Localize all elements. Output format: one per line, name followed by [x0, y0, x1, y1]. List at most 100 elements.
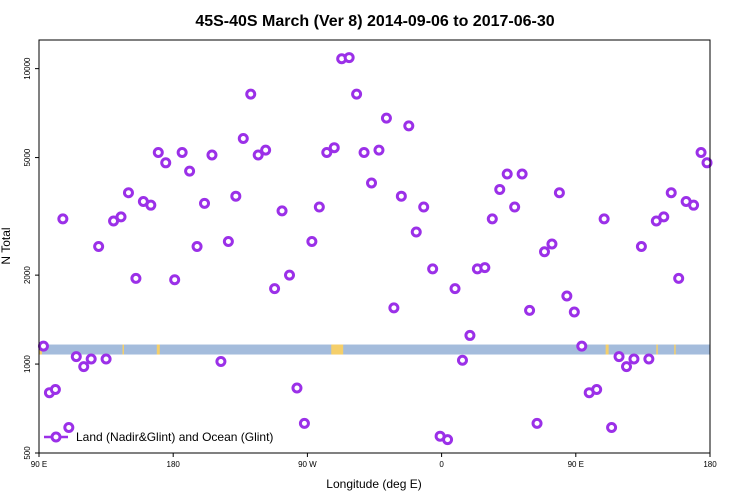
land-ocean-band	[39, 344, 710, 355]
data-point	[456, 354, 468, 366]
data-point	[464, 329, 476, 341]
y-axis: 500 1000 2000 5000 10000	[23, 57, 39, 460]
data-point	[479, 262, 491, 274]
data-point	[343, 52, 355, 64]
data-point	[561, 290, 573, 302]
data-point	[388, 302, 400, 314]
land-segment	[674, 344, 676, 355]
data-point	[260, 144, 272, 156]
data-point	[145, 199, 157, 211]
data-point	[366, 177, 378, 189]
data-point	[509, 201, 521, 213]
data-point	[620, 361, 632, 373]
y-tick-label: 5000	[23, 148, 32, 166]
x-tick-label: 180	[167, 460, 181, 469]
data-point	[658, 211, 670, 223]
data-point	[418, 201, 430, 213]
chart-title: 45S-40S March (Ver 8) 2014-09-06 to 2017…	[195, 13, 554, 30]
land-segment	[122, 344, 124, 355]
x-tick-label: 90 E	[31, 460, 47, 469]
x-tick-label: 90 E	[568, 460, 584, 469]
data-point	[598, 213, 610, 225]
data-point	[606, 421, 618, 433]
data-point	[524, 304, 536, 316]
data-point	[486, 213, 498, 225]
data-point	[252, 149, 264, 161]
data-point	[70, 351, 82, 363]
data-point	[57, 213, 69, 225]
data-point	[176, 147, 188, 159]
data-point	[49, 384, 61, 396]
data-point	[701, 157, 713, 169]
y-tick-label: 500	[23, 446, 32, 460]
data-point	[269, 283, 281, 295]
plot-area-frame	[38, 39, 711, 454]
data-point	[276, 205, 288, 217]
land-segment	[156, 344, 160, 355]
data-point	[122, 187, 134, 199]
data-point	[403, 120, 415, 132]
data-point	[351, 88, 363, 100]
data-point	[206, 149, 218, 161]
y-tick-label: 10000	[23, 57, 32, 80]
data-point	[93, 241, 105, 252]
data-point	[298, 417, 310, 429]
data-point	[442, 434, 454, 446]
data-point	[115, 211, 127, 223]
legend: Land (Nadir&Glint) and Ocean (Glint)	[44, 430, 273, 444]
data-point	[313, 201, 325, 213]
data-point	[538, 246, 550, 258]
data-point	[410, 226, 422, 238]
data-point	[449, 283, 461, 295]
legend-label: Land (Nadir&Glint) and Ocean (Glint)	[76, 430, 273, 444]
data-point	[37, 340, 49, 352]
data-point	[100, 353, 112, 365]
ocean-band	[39, 344, 710, 355]
data-point	[237, 133, 249, 145]
land-segment	[331, 344, 344, 355]
data-point	[222, 235, 234, 247]
data-point	[169, 274, 181, 286]
data-point	[63, 421, 75, 433]
data-point	[695, 147, 707, 159]
x-axis-label: Longitude (deg E)	[326, 477, 421, 491]
data-point	[328, 142, 340, 154]
data-point	[673, 272, 685, 284]
data-point	[215, 356, 227, 368]
data-point	[78, 361, 90, 373]
data-point	[130, 272, 142, 284]
data-point	[591, 384, 603, 396]
data-point	[358, 147, 370, 159]
data-point	[152, 147, 164, 159]
data-point	[643, 353, 655, 365]
legend-marker	[50, 431, 62, 443]
data-point	[628, 353, 640, 365]
data-point	[553, 187, 565, 199]
data-point	[501, 168, 513, 180]
data-point	[321, 147, 333, 159]
data-points	[37, 52, 713, 446]
data-point	[494, 183, 506, 195]
data-point	[665, 187, 677, 199]
data-point	[245, 88, 257, 100]
x-tick-label: 180	[703, 460, 717, 469]
data-point	[306, 235, 318, 247]
data-point	[284, 269, 296, 281]
data-point	[230, 190, 242, 202]
data-point	[688, 199, 700, 211]
x-tick-label: 90 W	[298, 460, 317, 469]
data-point	[199, 197, 211, 209]
y-tick-label: 2000	[23, 266, 32, 284]
x-axis: 90 E 180 90 W 0 90 E 180	[31, 453, 717, 469]
data-point	[635, 241, 647, 252]
data-point	[373, 144, 385, 156]
data-point	[395, 190, 407, 202]
data-point	[191, 241, 203, 252]
data-point	[85, 353, 97, 365]
x-tick-label: 0	[439, 460, 444, 469]
y-tick-label: 1000	[23, 355, 32, 373]
data-point	[516, 168, 528, 180]
data-point	[160, 157, 172, 169]
land-segment	[656, 344, 658, 355]
